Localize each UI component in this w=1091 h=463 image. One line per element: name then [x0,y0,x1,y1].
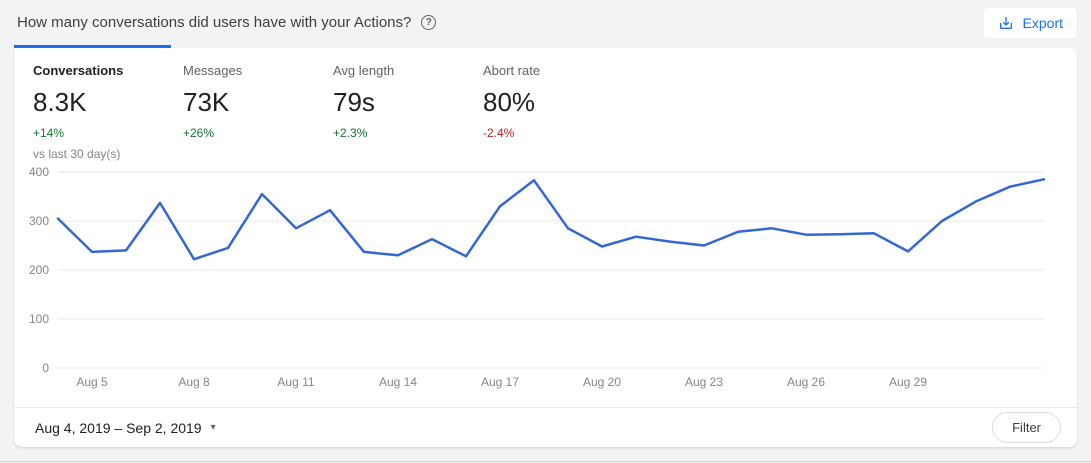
metrics-row: Conversations 8.3K +14% vs last 30 day(s… [14,48,1077,161]
svg-text:Aug 8: Aug 8 [178,375,210,389]
metric-value: 80% [483,87,536,117]
metric-label: Abort rate [483,63,541,78]
svg-text:Aug 17: Aug 17 [481,375,519,389]
svg-text:100: 100 [29,312,49,326]
metric-tab-conversations[interactable]: Conversations 8.3K +14% vs last 30 day(s… [33,61,183,161]
analytics-card: Conversations 8.3K +14% vs last 30 day(s… [14,48,1077,447]
active-tab-indicator [14,45,171,48]
svg-text:200: 200 [29,263,49,277]
page-title: How many conversations did users have wi… [17,14,412,31]
section-divider [0,461,1091,462]
metric-value: 79s [333,87,375,117]
filter-button[interactable]: Filter [992,412,1061,443]
svg-text:Aug 5: Aug 5 [76,375,108,389]
metric-delta: +14% [33,126,65,140]
download-icon [999,16,1012,29]
header-title-group: How many conversations did users have wi… [17,14,437,31]
svg-text:300: 300 [29,214,49,228]
svg-text:400: 400 [29,165,49,179]
conversations-line-chart: 0 100 200 300 400 Aug 5 Aug 8 Aug 11 Aug 14 Aug 1… [29,165,1046,389]
metric-label: Avg length [333,63,395,78]
card-footer: Aug 4, 2019 – Sep 2, 2019 ▾ Filter [14,407,1077,447]
svg-text:Aug 14: Aug 14 [379,375,417,389]
metric-tab-avg-length[interactable]: Avg length 79s +2.3% [333,61,483,154]
metric-value: 8.3K [33,87,87,117]
dropdown-arrow-icon: ▾ [210,421,216,433]
help-icon[interactable]: ? [421,15,437,30]
svg-text:Aug 29: Aug 29 [889,375,927,389]
metric-delta: +2.3% [333,126,368,140]
svg-text:Aug 11: Aug 11 [277,375,314,389]
metric-delta: +26% [183,126,215,140]
metric-tab-messages[interactable]: Messages 73K +26% [183,61,333,154]
page-header: How many conversations did users have wi… [0,0,1091,45]
svg-text:0: 0 [42,361,49,375]
metric-label: Conversations [33,63,124,78]
chart-area: 0 100 200 300 400 Aug 5 Aug 8 Aug 11 Aug 14 Aug 1… [14,154,1077,407]
metric-label: Messages [183,63,243,78]
export-button[interactable]: Export [983,7,1077,38]
date-range-selector[interactable]: Aug 4, 2019 – Sep 2, 2019 ▾ [35,420,216,436]
metric-delta: -2.4% [483,126,515,140]
metric-comparison-note: vs last 30 day(s) [33,147,121,161]
metric-tab-abort-rate[interactable]: Abort rate 80% -2.4% [483,61,633,154]
export-label: Export [1022,14,1063,31]
date-range-label: Aug 4, 2019 – Sep 2, 2019 [35,419,202,436]
svg-text:Aug 23: Aug 23 [685,375,723,389]
metric-value: 73K [183,87,230,117]
svg-text:Aug 26: Aug 26 [787,375,825,389]
svg-text:Aug 20: Aug 20 [583,375,621,389]
